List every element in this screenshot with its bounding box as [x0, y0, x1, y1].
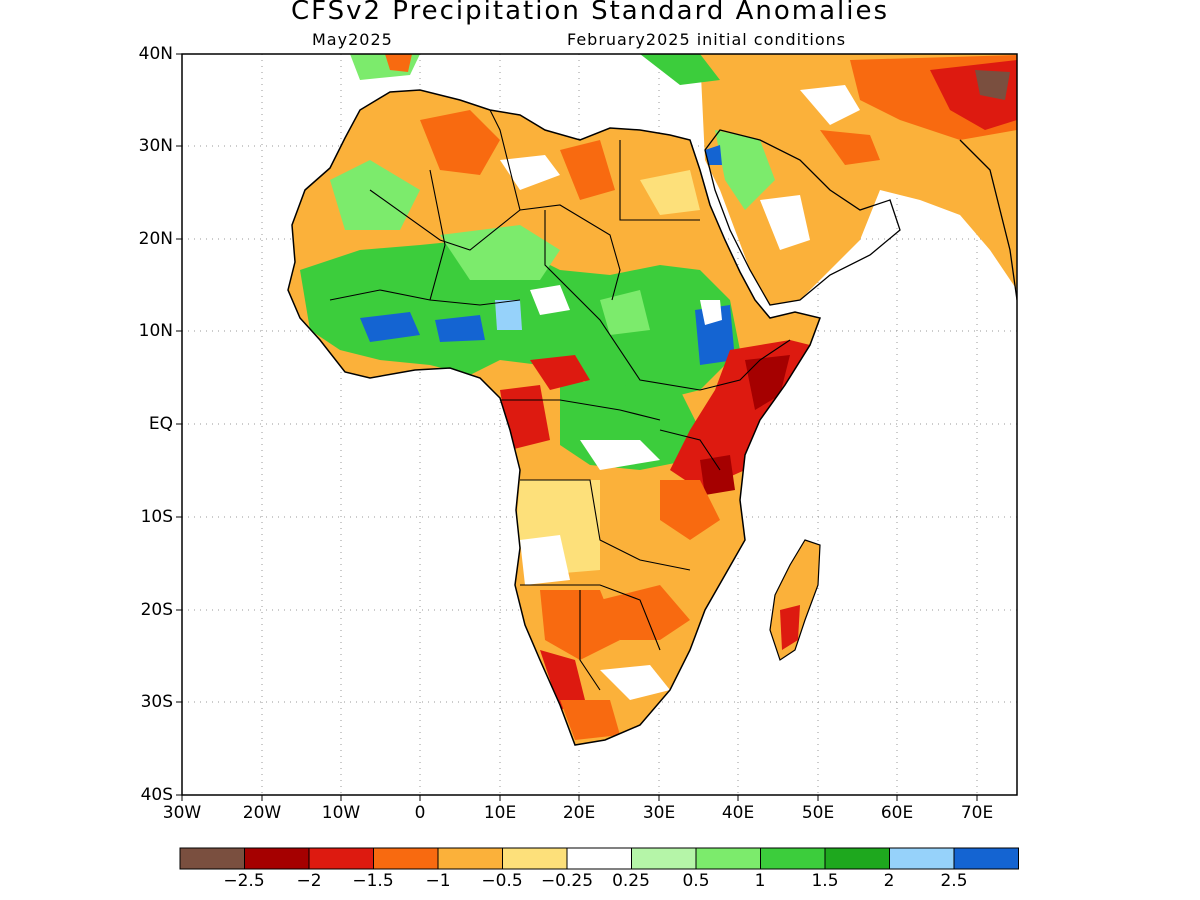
legend-label: −0.25 [540, 871, 594, 891]
lon-label: 10E [483, 803, 517, 823]
legend-label: 1.5 [811, 871, 839, 891]
lat-label: EQ [148, 414, 173, 434]
legend-label: −1.5 [352, 871, 394, 891]
legend-label: −0.5 [481, 871, 523, 891]
legend-label: −1 [425, 871, 451, 891]
legend-colorbar [179, 847, 1019, 870]
lat-label: 30N [138, 136, 173, 156]
initial-conditions: February2025 initial conditions [567, 30, 847, 49]
legend-swatch [502, 847, 568, 870]
legend-label: 2.5 [940, 871, 968, 891]
lon-label: 20W [242, 803, 282, 823]
legend-swatch [760, 847, 826, 870]
lon-label: 40E [721, 803, 755, 823]
legend-label: 0.5 [682, 871, 710, 891]
legend-label: 0.25 [612, 871, 650, 891]
lat-label: 10N [138, 321, 173, 341]
lat-label: 40N [138, 44, 173, 64]
lat-label: 20S [140, 600, 173, 620]
lat-label: 30S [140, 692, 173, 712]
lon-label: 10W [321, 803, 361, 823]
legend-swatch [695, 847, 761, 870]
lon-label: 50E [801, 803, 835, 823]
lat-label: 20N [138, 229, 173, 249]
legend-swatch [566, 847, 632, 870]
madagascar [769, 539, 821, 661]
lon-label: 30E [642, 803, 676, 823]
legend-swatch [824, 847, 890, 870]
legend-label: −2 [296, 871, 322, 891]
legend-swatch [179, 847, 245, 870]
legend-swatch [308, 847, 374, 870]
chart-title: CFSv2 Precipitation Standard Anomalies [290, 0, 890, 26]
lon-label: 70E [960, 803, 994, 823]
forecast-month: May2025 [312, 30, 393, 49]
legend-label: 2 [883, 871, 895, 891]
lon-label: 20E [562, 803, 596, 823]
lon-label: 0 [414, 803, 426, 823]
lon-label: 30W [162, 803, 202, 823]
lon-label: 60E [880, 803, 914, 823]
legend-swatch [373, 847, 439, 870]
lat-label: 40S [140, 785, 173, 805]
arabia-coast [704, 129, 901, 306]
legend-label: −2.5 [223, 871, 265, 891]
legend-swatch [244, 847, 310, 870]
legend-label: 1 [754, 871, 766, 891]
legend-swatch [631, 847, 697, 870]
legend-swatch [437, 847, 503, 870]
legend-swatch [953, 847, 1019, 870]
lat-label: 10S [140, 507, 173, 527]
country-borders [329, 109, 791, 691]
legend-swatch [889, 847, 955, 870]
middle-east-anomalies [350, 54, 1017, 305]
